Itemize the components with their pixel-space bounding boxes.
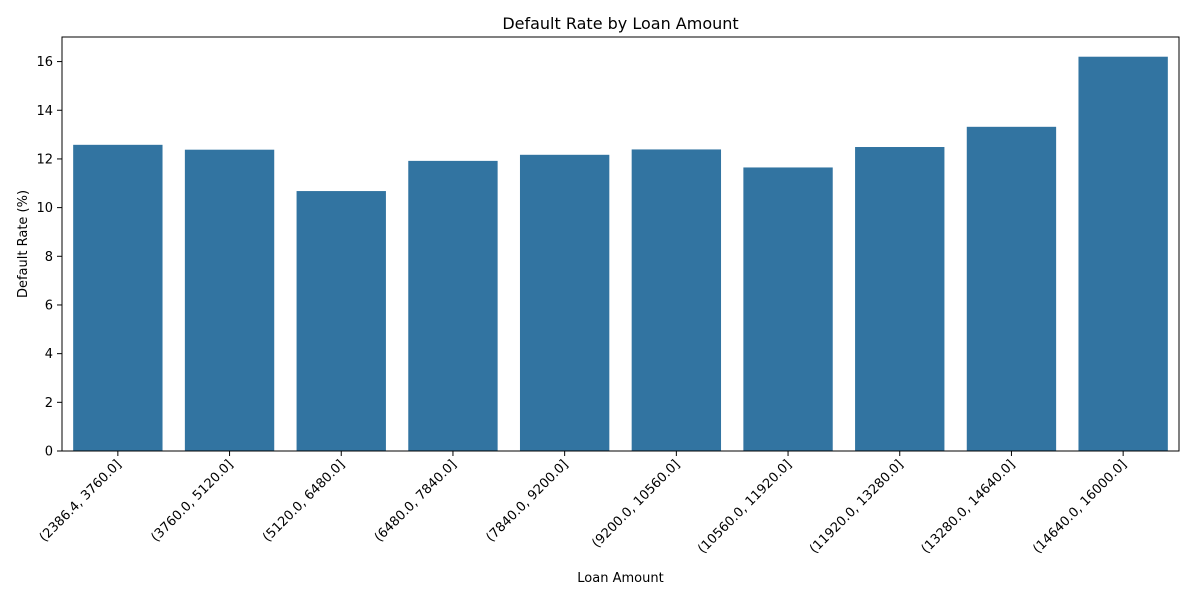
- y-tick-label: 4: [45, 347, 53, 362]
- x-tick-label: (3760.0, 5120.0]: [148, 457, 236, 545]
- x-tick-label: (9200.0, 10560.0]: [589, 457, 683, 551]
- y-tick-label: 10: [36, 201, 53, 216]
- x-tick-label: (7840.0, 9200.0]: [484, 457, 572, 545]
- x-tick-label: (10560.0, 11920.0]: [695, 457, 795, 557]
- bar-4: [408, 160, 498, 451]
- bars-group: [73, 56, 1168, 452]
- y-tick-label: 0: [45, 445, 53, 460]
- y-tick-label: 16: [36, 55, 53, 70]
- x-tick-label: (13280.0, 14640.0]: [919, 457, 1019, 557]
- bar-5: [519, 154, 610, 452]
- x-axis: (2386.4, 3760.0] (3760.0, 5120.0] (5120.0,…: [37, 451, 1130, 557]
- plot-frame: [61, 36, 1180, 452]
- y-tick-label: 6: [45, 298, 53, 313]
- y-axis-title: Default Rate (%): [16, 190, 31, 298]
- bar-2: [184, 149, 275, 451]
- bar-9: [966, 126, 1057, 451]
- bar-3: [296, 191, 386, 451]
- x-tick-label: (11920.0, 13280.0]: [807, 457, 907, 557]
- bar-1: [73, 144, 163, 451]
- bar-10: [1078, 56, 1168, 452]
- bar-7: [743, 167, 833, 451]
- x-axis-title: Loan Amount: [577, 571, 663, 586]
- chart-title: Default Rate by Loan Amount: [502, 14, 738, 33]
- bar-6: [631, 149, 722, 451]
- x-tick-label: (2386.4, 3760.0]: [37, 457, 125, 545]
- y-tick-label: 8: [45, 250, 53, 265]
- bar-8: [855, 147, 945, 451]
- y-axis: 0 2 4 6 8 10 12 14 16: [36, 55, 62, 460]
- y-tick-label: 12: [36, 152, 53, 167]
- x-tick-label: (6480.0, 7840.0]: [372, 457, 460, 545]
- y-tick-label: 14: [36, 104, 53, 119]
- x-tick-label: (14640.0, 16000.0]: [1030, 457, 1130, 557]
- y-tick-label: 2: [45, 396, 53, 411]
- x-tick-label: (5120.0, 6480.0]: [260, 457, 348, 545]
